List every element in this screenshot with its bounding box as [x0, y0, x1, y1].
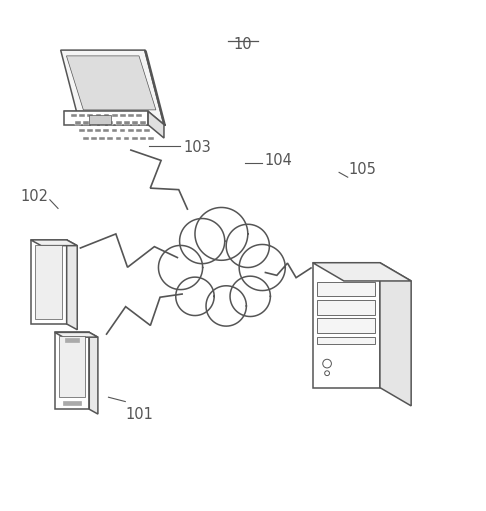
- Polygon shape: [95, 129, 101, 132]
- Polygon shape: [89, 115, 111, 124]
- Polygon shape: [317, 282, 375, 296]
- Polygon shape: [64, 111, 148, 125]
- Polygon shape: [99, 136, 105, 140]
- Polygon shape: [67, 240, 77, 330]
- Polygon shape: [123, 136, 129, 140]
- Polygon shape: [312, 263, 411, 281]
- Polygon shape: [61, 50, 164, 125]
- Polygon shape: [100, 122, 105, 125]
- Polygon shape: [312, 263, 380, 388]
- Polygon shape: [317, 300, 375, 315]
- Polygon shape: [107, 136, 113, 140]
- Polygon shape: [148, 136, 154, 140]
- Text: 103: 103: [183, 140, 211, 155]
- Polygon shape: [104, 129, 109, 132]
- Polygon shape: [83, 122, 89, 125]
- Text: 102: 102: [20, 190, 49, 204]
- Polygon shape: [87, 129, 93, 132]
- Polygon shape: [124, 122, 130, 125]
- Polygon shape: [158, 245, 203, 290]
- Polygon shape: [71, 114, 77, 117]
- Polygon shape: [230, 276, 270, 316]
- Polygon shape: [132, 122, 138, 125]
- Polygon shape: [112, 129, 117, 132]
- Polygon shape: [89, 332, 98, 414]
- Polygon shape: [83, 136, 89, 140]
- Text: 105: 105: [348, 162, 377, 177]
- Polygon shape: [54, 332, 89, 409]
- Polygon shape: [140, 122, 146, 125]
- Polygon shape: [91, 136, 97, 140]
- Polygon shape: [148, 111, 164, 138]
- Polygon shape: [35, 245, 62, 319]
- Polygon shape: [195, 207, 248, 260]
- Polygon shape: [87, 114, 93, 117]
- Polygon shape: [63, 401, 81, 405]
- Text: 10: 10: [234, 37, 252, 52]
- Polygon shape: [79, 114, 85, 117]
- Polygon shape: [65, 338, 79, 342]
- Polygon shape: [317, 318, 375, 333]
- Polygon shape: [226, 224, 269, 268]
- Polygon shape: [380, 263, 411, 406]
- Polygon shape: [91, 122, 97, 125]
- Polygon shape: [176, 277, 214, 316]
- Polygon shape: [140, 136, 146, 140]
- Polygon shape: [120, 114, 126, 117]
- Polygon shape: [132, 136, 138, 140]
- Polygon shape: [112, 114, 118, 117]
- Polygon shape: [317, 337, 375, 344]
- Polygon shape: [79, 129, 85, 132]
- Polygon shape: [136, 114, 142, 117]
- Polygon shape: [145, 50, 165, 126]
- Polygon shape: [136, 129, 142, 132]
- Polygon shape: [116, 136, 122, 140]
- Text: 101: 101: [125, 407, 153, 422]
- Circle shape: [323, 359, 331, 368]
- Polygon shape: [239, 244, 285, 291]
- Polygon shape: [128, 129, 134, 132]
- Polygon shape: [31, 240, 67, 324]
- Polygon shape: [67, 56, 156, 110]
- Polygon shape: [54, 332, 98, 337]
- Polygon shape: [206, 286, 246, 326]
- Circle shape: [325, 371, 330, 376]
- Text: 104: 104: [264, 153, 293, 168]
- Polygon shape: [96, 114, 101, 117]
- Polygon shape: [128, 114, 134, 117]
- Polygon shape: [64, 111, 164, 125]
- Polygon shape: [104, 114, 109, 117]
- Polygon shape: [107, 122, 113, 125]
- Polygon shape: [116, 122, 122, 125]
- Polygon shape: [180, 219, 225, 264]
- Polygon shape: [75, 122, 81, 125]
- Polygon shape: [120, 129, 125, 132]
- Polygon shape: [144, 129, 150, 132]
- Polygon shape: [58, 336, 86, 397]
- Polygon shape: [31, 240, 77, 246]
